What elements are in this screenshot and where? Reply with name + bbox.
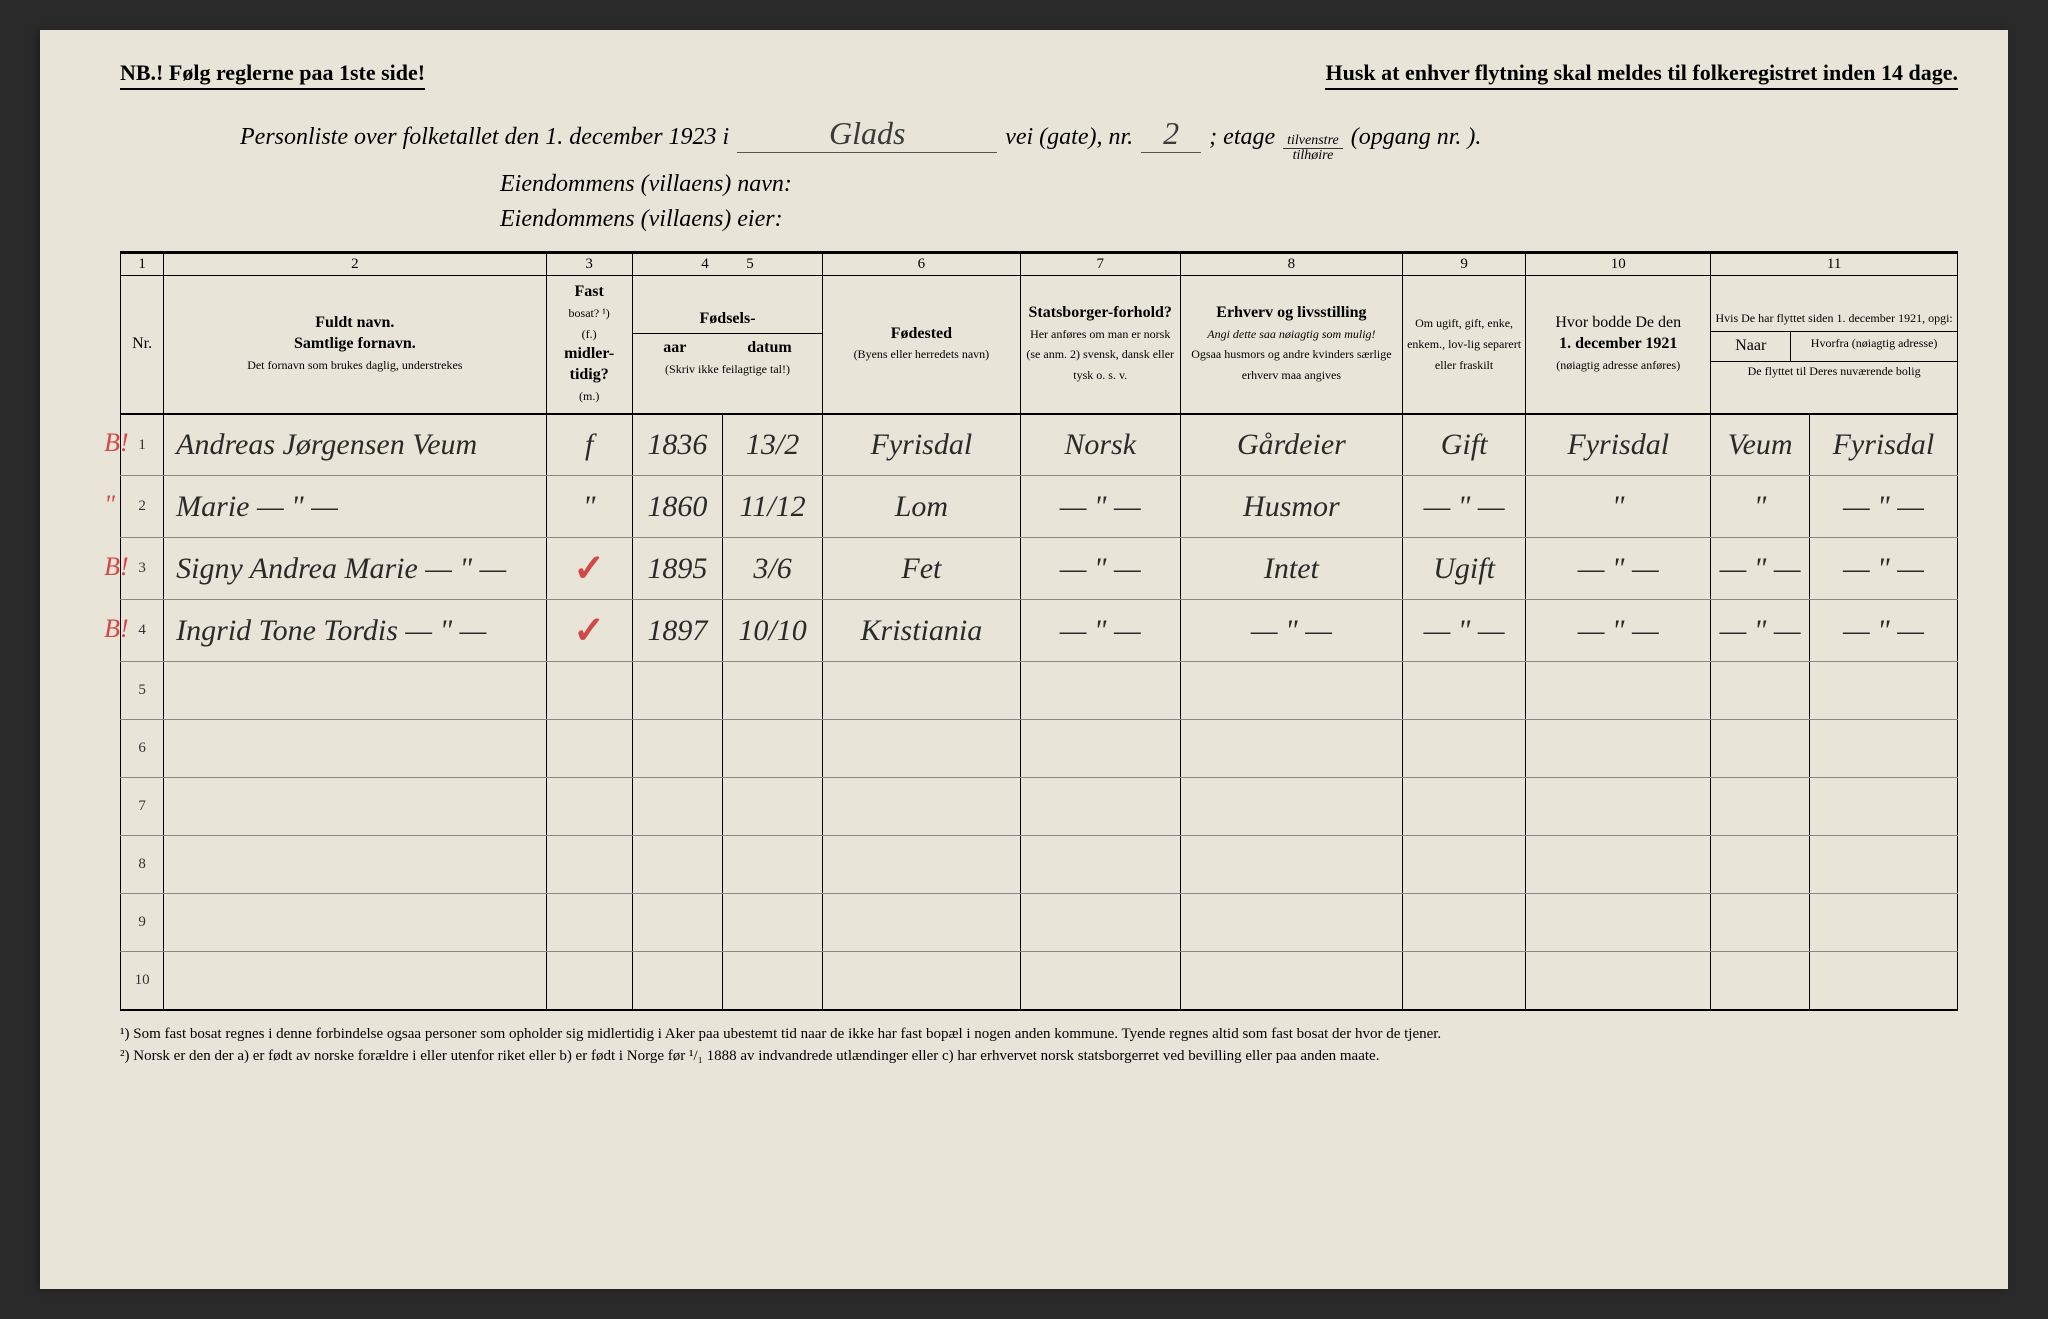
margin-mark: B!: [104, 614, 129, 644]
table-row: 1B!Andreas Jørgensen Veumf183613/2Fyrisd…: [121, 414, 1958, 476]
col-gift: Om ugift, gift, enke, enkem., lov-lig se…: [1402, 276, 1525, 414]
header-line-3: Eiendommens (villaens) eier:: [500, 206, 1958, 233]
footnotes: ¹) Som fast bosat regnes i denne forbind…: [120, 1023, 1958, 1068]
reminder-note: Husk at enhver flytning skal meldes til …: [1325, 60, 1958, 90]
house-nr: 2: [1141, 115, 1201, 153]
street-name: Glads: [737, 115, 997, 153]
census-page: NB.! Følg reglerne paa 1ste side! Husk a…: [40, 30, 2008, 1289]
col-name: Fuldt navn. Samtlige fornavn. Det fornav…: [164, 276, 546, 414]
table-row: 6: [121, 720, 1958, 778]
margin-mark: ": [104, 490, 115, 520]
margin-mark: B!: [104, 552, 129, 582]
footnote-2: ²) Norsk er den der a) er født av norske…: [120, 1045, 1958, 1068]
column-numbers: 1 2 3 4 5 6 7 8 9 10 11: [121, 253, 1958, 276]
table-row: 4B!Ingrid Tone Tordis — " —✓189710/10Kri…: [121, 600, 1958, 662]
col-nr: Nr.: [121, 276, 164, 414]
etage-fraction: tilvenstre tilhøire: [1283, 134, 1343, 163]
table-row: 3B!Signy Andrea Marie — " —✓18953/6Fet— …: [121, 538, 1958, 600]
nb-note: NB.! Følg reglerne paa 1ste side!: [120, 60, 425, 90]
table-row: 2"Marie — " —"186011/12Lom— " —Husmor— "…: [121, 476, 1958, 538]
col-fodested: Fødested (Byens eller herredets navn): [823, 276, 1020, 414]
header-line-2: Eiendommens (villaens) navn:: [500, 171, 1958, 198]
top-bar: NB.! Følg reglerne paa 1ste side! Husk a…: [120, 60, 1958, 90]
col-fodsels: Fødsels- aar datum (Skriv ikke feilagtig…: [632, 276, 822, 414]
col-flyttet: Hvis De har flyttet siden 1. december 19…: [1711, 276, 1958, 414]
table-row: 10: [121, 952, 1958, 1010]
table-row: 9: [121, 894, 1958, 952]
col-statsborger: Statsborger-forhold? Her anføres om man …: [1020, 276, 1180, 414]
col-bodde: Hvor bodde De den 1. december 1921 (nøia…: [1526, 276, 1711, 414]
table-row: 8: [121, 836, 1958, 894]
table-row: 7: [121, 778, 1958, 836]
footnote-1: ¹) Som fast bosat regnes i denne forbind…: [120, 1023, 1958, 1046]
col-erhverv: Erhverv og livsstilling Angi dette saa n…: [1180, 276, 1402, 414]
table-row: 5: [121, 662, 1958, 720]
header-row: Nr. Fuldt navn. Samtlige fornavn. Det fo…: [121, 276, 1958, 414]
census-table: 1 2 3 4 5 6 7 8 9 10 11 Nr. Fuldt navn. …: [120, 251, 1958, 1011]
header-line-1: Personliste over folketallet den 1. dece…: [240, 115, 1958, 163]
margin-mark: B!: [104, 428, 129, 458]
col-fast: Fast bosat? ¹) (f.) midler-tidig? (m.): [546, 276, 632, 414]
